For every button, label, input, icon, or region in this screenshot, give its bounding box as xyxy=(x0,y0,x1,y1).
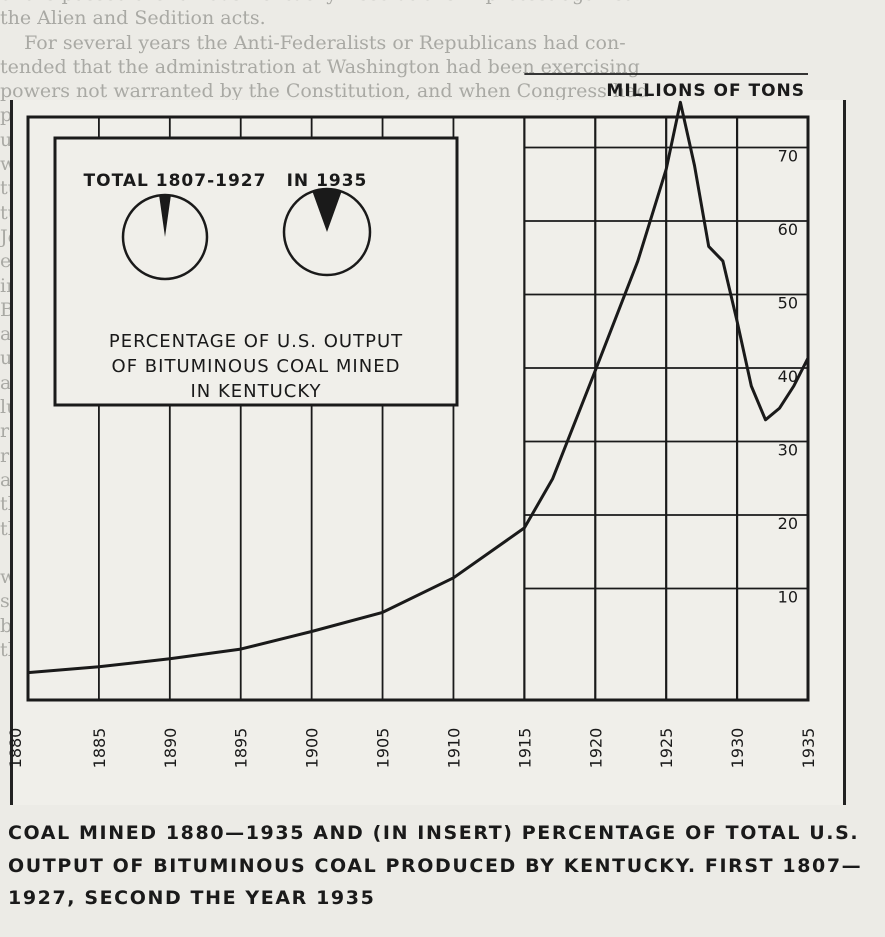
inset-frame xyxy=(53,136,459,407)
y-tick-label-30: 30 xyxy=(778,441,798,460)
y-tick-label-60: 60 xyxy=(778,220,798,239)
pie-label-2: IN 1935 xyxy=(287,171,368,191)
x-tick-label-1880: 1880 xyxy=(6,728,25,769)
inset-title-line-1: PERCENTAGE OF U.S. OUTPUT xyxy=(109,331,403,352)
x-tick-label-1910: 1910 xyxy=(444,728,463,769)
x-tick-label-1905: 1905 xyxy=(374,728,393,769)
y-tick-label-70: 70 xyxy=(778,147,798,166)
y-tick-label-10: 10 xyxy=(778,588,798,607)
caption-line-3: 1927, SECOND THE YEAR 1935 xyxy=(8,887,376,909)
inset-title-line-2: OF BITUMINOUS COAL MINED xyxy=(112,356,401,377)
y-tick-label-40: 40 xyxy=(778,367,798,386)
figure-caption: COAL MINED 1880—1935 AND (IN INSERT) PER… xyxy=(0,808,885,937)
inset-title-line-3: IN KENTUCKY xyxy=(190,381,321,402)
pie-label-1: TOTAL 1807-1927 xyxy=(84,171,267,191)
background-text-line: the Alien and Sedition acts. xyxy=(0,7,266,30)
y-tick-label-20: 20 xyxy=(778,514,798,533)
coal-mined-line xyxy=(27,100,810,675)
coal-line-series xyxy=(27,100,810,675)
pie-slice-2 xyxy=(312,188,342,232)
x-tick-label-1925: 1925 xyxy=(657,728,676,769)
x-tick-label-1890: 1890 xyxy=(161,728,180,769)
background-text-line: For several years the Anti-Federalists o… xyxy=(0,31,626,54)
background-text-line: tended that the administration at Washin… xyxy=(0,55,640,78)
caption-line-2: OUTPUT OF BITUMINOUS COAL PRODUCED BY KE… xyxy=(8,855,863,877)
x-tick-label-1935: 1935 xyxy=(799,728,818,769)
y-axis-title: MILLIONS OF TONS xyxy=(606,81,805,101)
x-tick-label-1885: 1885 xyxy=(90,728,109,769)
chart-axes xyxy=(26,115,810,702)
caption-line-1: COAL MINED 1880—1935 AND (IN INSERT) PER… xyxy=(8,822,860,844)
x-tick-label-1915: 1915 xyxy=(515,728,534,769)
x-tick-label-1895: 1895 xyxy=(232,728,251,769)
x-tick-label-1930: 1930 xyxy=(728,728,747,769)
percentage-inset: TOTAL 1807-1927 IN 1935 PERCENTAGE OF U.S.… xyxy=(53,136,459,407)
plot-frame xyxy=(26,115,810,702)
x-tick-label-1920: 1920 xyxy=(586,728,605,769)
x-tick-label-1900: 1900 xyxy=(303,728,322,769)
background-text-line: of the passed the famous Kentucky Resolu… xyxy=(0,0,885,6)
y-tick-label-50: 50 xyxy=(778,294,798,313)
chart-labels: 10 20 30 40 50 60 70 MILLIONS OF TONS 1880 1885 18… xyxy=(6,81,818,768)
pie-slice-1 xyxy=(159,194,171,237)
background-text-line: powers not warranted by the Constitution… xyxy=(0,80,649,103)
